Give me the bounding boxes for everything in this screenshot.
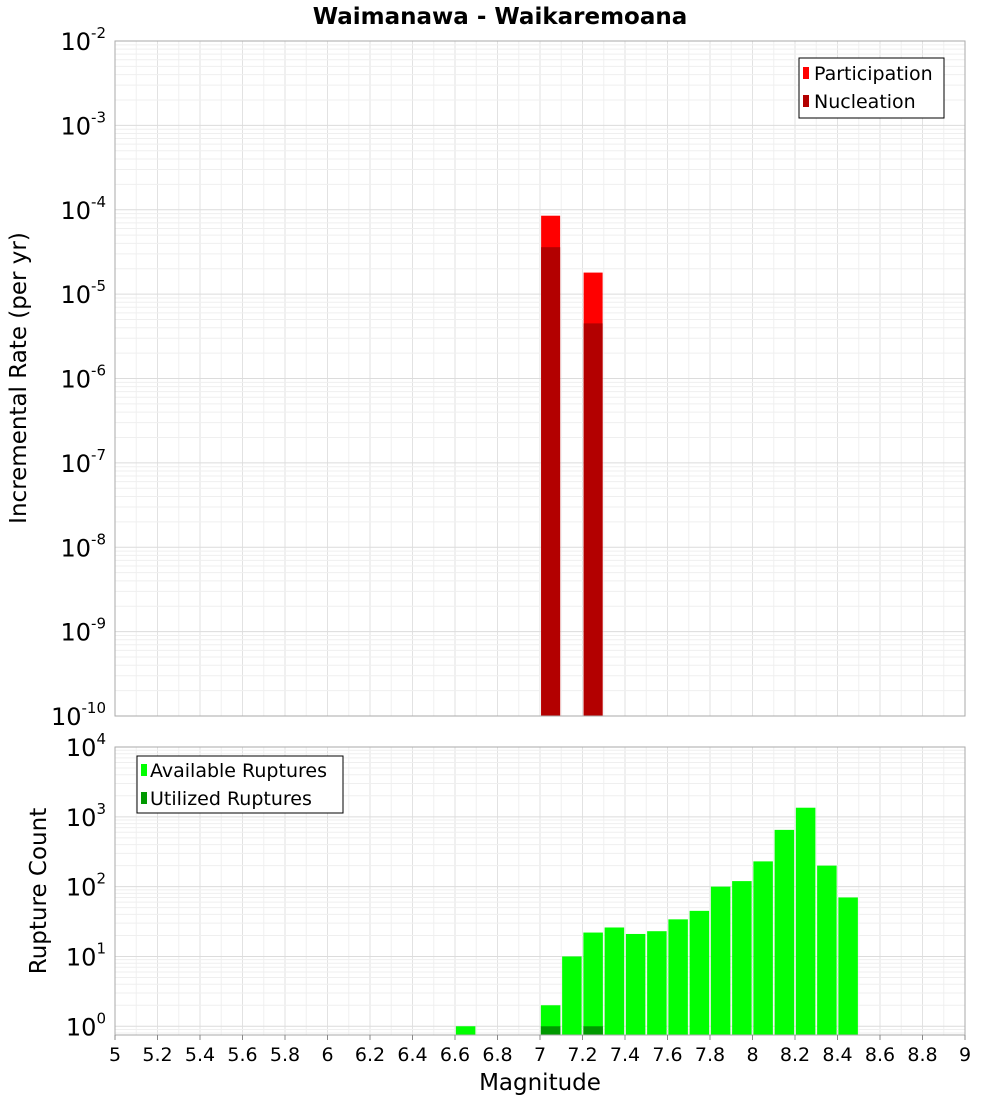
bottom-bar-0-12 (774, 829, 795, 1035)
bottom-bar-1-1 (583, 1026, 603, 1035)
x-tick-label: 6.4 (397, 1044, 427, 1066)
bottom-bar-0-7 (668, 919, 688, 1035)
top-legend-box (798, 57, 945, 119)
top-grid (114, 40, 966, 717)
legend-label-nucleation: Nucleation (814, 91, 916, 113)
top-bar-1-1 (583, 323, 603, 716)
bottom-bar-0-4 (604, 927, 625, 1035)
bottom-y-tick-label: 102 (66, 870, 106, 902)
top-y-tick-label: 10-7 (60, 446, 106, 478)
top-y-tick-label: 10-8 (60, 530, 106, 562)
bottom-bars (455, 807, 858, 1035)
bottom-bar-0-0 (455, 1026, 476, 1035)
bottom-bar-0-6 (647, 931, 667, 1035)
bottom-bar-0-10 (732, 881, 752, 1035)
bottom-legend-box (136, 755, 344, 814)
bottom-y-tick-labels: 100 101 102 103 104 (66, 730, 106, 1041)
x-tick-label: 8.8 (907, 1044, 937, 1066)
legend-swatch-utilized (141, 792, 147, 804)
top-y-tick-label: 10-9 (60, 615, 106, 647)
x-tick-label: 9 (959, 1044, 971, 1066)
legend-label-available: Available Ruptures (150, 760, 327, 782)
top-y-tick-label: 10-4 (60, 193, 106, 225)
chart-title: Waimanawa - Waikaremoana (313, 4, 688, 30)
x-tick-label: 6 (321, 1044, 333, 1066)
legend-swatch-participation (803, 67, 809, 79)
bottom-x-tick-labels: 5 5.2 5.4 5.6 5.8 6 6.2 6.4 6.6 6.8 7 7.2 7.4 7.6 7.8 8… (109, 1035, 971, 1066)
x-tick-label: 6.6 (440, 1044, 470, 1066)
x-tick-label: 7.4 (610, 1044, 640, 1066)
bottom-y-axis-label: Rupture Count (26, 808, 52, 974)
bottom-bar-1-0 (540, 1026, 561, 1035)
bottom-bar-0-5 (625, 933, 646, 1035)
x-tick-label: 6.2 (355, 1044, 385, 1066)
top-y-tick-labels: 10-10 10-9 10-8 10-7 10-6 10-5 10-4 10-3 10-2 (51, 24, 106, 731)
bottom-y-tick-label: 103 (66, 800, 106, 832)
top-y-tick-label: 10-5 (60, 277, 106, 309)
bottom-legend: Available Ruptures Utilized Ruptures (136, 755, 344, 814)
bottom-grid (114, 746, 966, 1035)
x-tick-label: 8.6 (865, 1044, 895, 1066)
bottom-bar-0-14 (817, 865, 837, 1035)
bottom-y-tick-label: 101 (66, 939, 106, 971)
legend-swatch-nucleation (803, 95, 809, 107)
top-y-tick-label: 10-10 (51, 699, 106, 731)
x-tick-label: 8 (746, 1044, 758, 1066)
x-tick-label: 7.2 (567, 1044, 597, 1066)
legend-label-participation: Participation (814, 63, 933, 85)
x-tick-label: 6.8 (482, 1044, 512, 1066)
x-tick-label: 7.8 (695, 1044, 725, 1066)
bottom-bar-0-15 (838, 897, 858, 1035)
bottom-bar-0-8 (689, 910, 710, 1035)
top-y-axis-label: Incremental Rate (per yr) (6, 232, 32, 524)
bottom-bar-0-2 (562, 956, 582, 1035)
x-axis-label: Magnitude (479, 1070, 601, 1096)
top-legend: Participation Nucleation (798, 57, 945, 119)
bottom-y-tick-label: 100 (66, 1009, 106, 1041)
top-y-tick-label: 10-3 (60, 108, 106, 140)
top-bars (541, 215, 603, 717)
top-plot-frame (114, 40, 966, 717)
legend-label-utilized: Utilized Ruptures (150, 788, 312, 810)
x-tick-label: 7 (534, 1044, 546, 1066)
bottom-bar-0-9 (710, 886, 731, 1035)
top-y-tick-label: 10-6 (60, 362, 106, 394)
x-tick-label: 5.8 (270, 1044, 300, 1066)
bottom-bar-0-13 (795, 807, 816, 1035)
bottom-y-tick-label: 104 (66, 730, 106, 762)
x-tick-label: 5 (109, 1044, 121, 1066)
x-tick-label: 7.6 (652, 1044, 682, 1066)
bottom-bar-0-11 (753, 861, 773, 1035)
top-bar-1-0 (541, 247, 561, 716)
legend-swatch-available (141, 764, 147, 776)
x-tick-label: 8.2 (780, 1044, 810, 1066)
x-tick-label: 5.4 (185, 1044, 215, 1066)
top-y-tick-label: 10-2 (60, 24, 106, 56)
bottom-bar-0-3 (583, 932, 603, 1035)
x-tick-label: 8.4 (822, 1044, 852, 1066)
x-tick-label: 5.6 (227, 1044, 257, 1066)
x-tick-label: 5.2 (142, 1044, 172, 1066)
